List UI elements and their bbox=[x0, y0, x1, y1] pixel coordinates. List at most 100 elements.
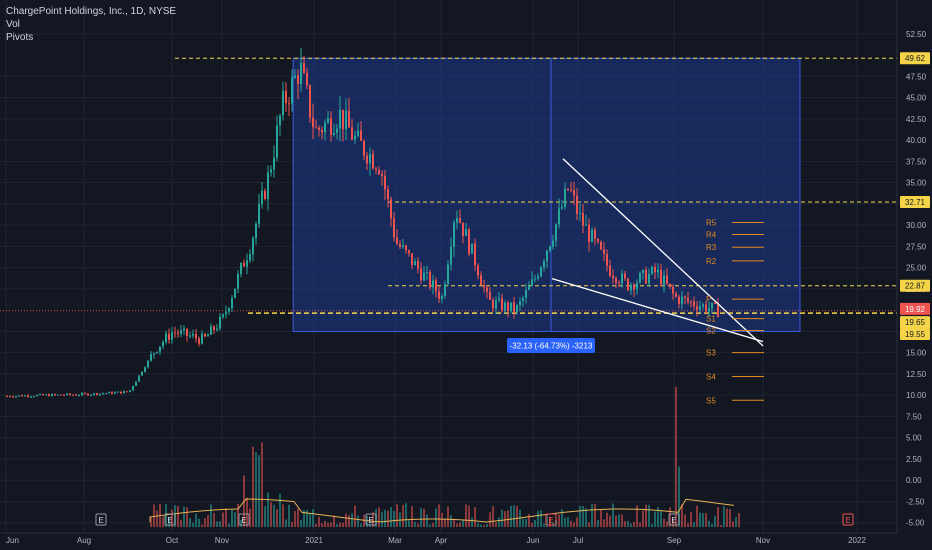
volume-bar bbox=[279, 493, 281, 527]
price-candle bbox=[123, 391, 125, 394]
volume-bar bbox=[504, 511, 506, 527]
price-candle bbox=[153, 353, 155, 355]
price-candle bbox=[285, 90, 287, 104]
volume-bar bbox=[561, 509, 563, 527]
volume-bar bbox=[603, 519, 605, 527]
price-candle bbox=[495, 300, 497, 309]
volume-bar bbox=[471, 517, 473, 527]
price-candle bbox=[480, 275, 482, 286]
pivot-label: S1 bbox=[706, 315, 716, 324]
volume-bar bbox=[354, 505, 356, 527]
volume-bar bbox=[372, 512, 374, 527]
price-candle bbox=[114, 392, 116, 394]
price-candle bbox=[630, 284, 632, 291]
volume-bar bbox=[468, 505, 470, 527]
price-candle bbox=[396, 237, 398, 245]
volume-bar bbox=[264, 506, 266, 527]
volume-bar bbox=[234, 512, 236, 527]
volume-bar bbox=[675, 387, 677, 527]
price-candle bbox=[582, 213, 584, 226]
y-tick-label: -2.50 bbox=[906, 497, 925, 506]
earnings-marker-label: E bbox=[845, 516, 850, 525]
volume-bar bbox=[207, 515, 209, 527]
volume-bar bbox=[690, 512, 692, 527]
price-candle bbox=[69, 393, 71, 395]
price-candle bbox=[681, 296, 683, 304]
price-candle bbox=[48, 394, 50, 397]
volume-bar bbox=[327, 522, 329, 527]
earnings-marker-label: E bbox=[671, 516, 676, 525]
price-candle bbox=[270, 169, 272, 173]
price-candle bbox=[312, 117, 314, 128]
volume-bar bbox=[429, 524, 431, 527]
price-candle bbox=[399, 244, 401, 248]
price-candle bbox=[666, 275, 668, 284]
volume-bar bbox=[291, 521, 293, 527]
volume-bar bbox=[474, 507, 476, 527]
y-tick-label: 30.00 bbox=[906, 221, 927, 230]
volume-bar bbox=[318, 516, 320, 527]
earnings-marker bbox=[545, 513, 557, 526]
volume-bar bbox=[387, 510, 389, 527]
price-candle bbox=[231, 297, 233, 309]
volume-bar bbox=[324, 520, 326, 527]
volume-bar bbox=[450, 515, 452, 527]
y-tick-label: 47.50 bbox=[906, 72, 927, 81]
price-candle bbox=[585, 224, 587, 226]
volume-bar bbox=[273, 504, 275, 527]
volume-bar bbox=[582, 505, 584, 527]
price-candle bbox=[240, 263, 242, 275]
price-candle bbox=[558, 208, 560, 225]
volume-bar bbox=[345, 513, 347, 527]
pivot-label: S2 bbox=[706, 327, 716, 336]
volume-bar bbox=[657, 507, 659, 527]
volume-bar bbox=[177, 505, 179, 527]
price-candle bbox=[6, 396, 8, 398]
volume-bar bbox=[435, 508, 437, 527]
price-candle bbox=[663, 275, 665, 285]
price-candle bbox=[366, 155, 368, 164]
volume-bar bbox=[669, 507, 671, 527]
volume-bar bbox=[702, 513, 704, 527]
price-candle bbox=[642, 270, 644, 273]
volume-bar bbox=[621, 514, 623, 527]
volume-bar bbox=[537, 510, 539, 527]
volume-bar bbox=[684, 514, 686, 527]
pivot-label: S5 bbox=[706, 396, 716, 405]
price-candle bbox=[171, 332, 173, 340]
pivots-indicator-label[interactable]: Pivots bbox=[6, 32, 34, 43]
earnings-marker-label: E bbox=[98, 516, 103, 525]
price-candle bbox=[39, 394, 41, 396]
price-candle bbox=[330, 118, 332, 135]
volume-bar bbox=[180, 519, 182, 527]
price-candle bbox=[450, 246, 452, 265]
symbol-title[interactable]: ChargePoint Holdings, Inc., 1D, NYSE bbox=[6, 6, 177, 17]
price-candle bbox=[660, 269, 662, 285]
volume-bar bbox=[708, 520, 710, 527]
price-candle bbox=[93, 393, 95, 395]
price-candle bbox=[690, 301, 692, 303]
volume-bar bbox=[285, 519, 287, 527]
volume-bar bbox=[417, 523, 419, 527]
price-candle bbox=[471, 243, 473, 254]
price-candle bbox=[225, 311, 227, 315]
price-candle bbox=[294, 75, 296, 78]
volume-bar bbox=[735, 517, 737, 527]
volume-indicator-label[interactable]: Vol bbox=[6, 19, 20, 30]
price-candle bbox=[84, 393, 86, 395]
price-candle bbox=[516, 305, 518, 313]
earnings-marker-label: E bbox=[548, 516, 553, 525]
volume-bar bbox=[459, 522, 461, 527]
earnings-marker bbox=[164, 513, 176, 526]
volume-bar bbox=[192, 522, 194, 527]
price-candle bbox=[441, 296, 443, 299]
price-candle bbox=[405, 245, 407, 251]
pivot-label: R5 bbox=[706, 219, 717, 228]
price-candle bbox=[51, 394, 53, 397]
price-candle bbox=[702, 304, 704, 307]
volume-bar bbox=[534, 519, 536, 527]
pivot-label: S3 bbox=[706, 349, 716, 358]
price-candle bbox=[534, 278, 536, 280]
volume-bar bbox=[729, 509, 731, 527]
